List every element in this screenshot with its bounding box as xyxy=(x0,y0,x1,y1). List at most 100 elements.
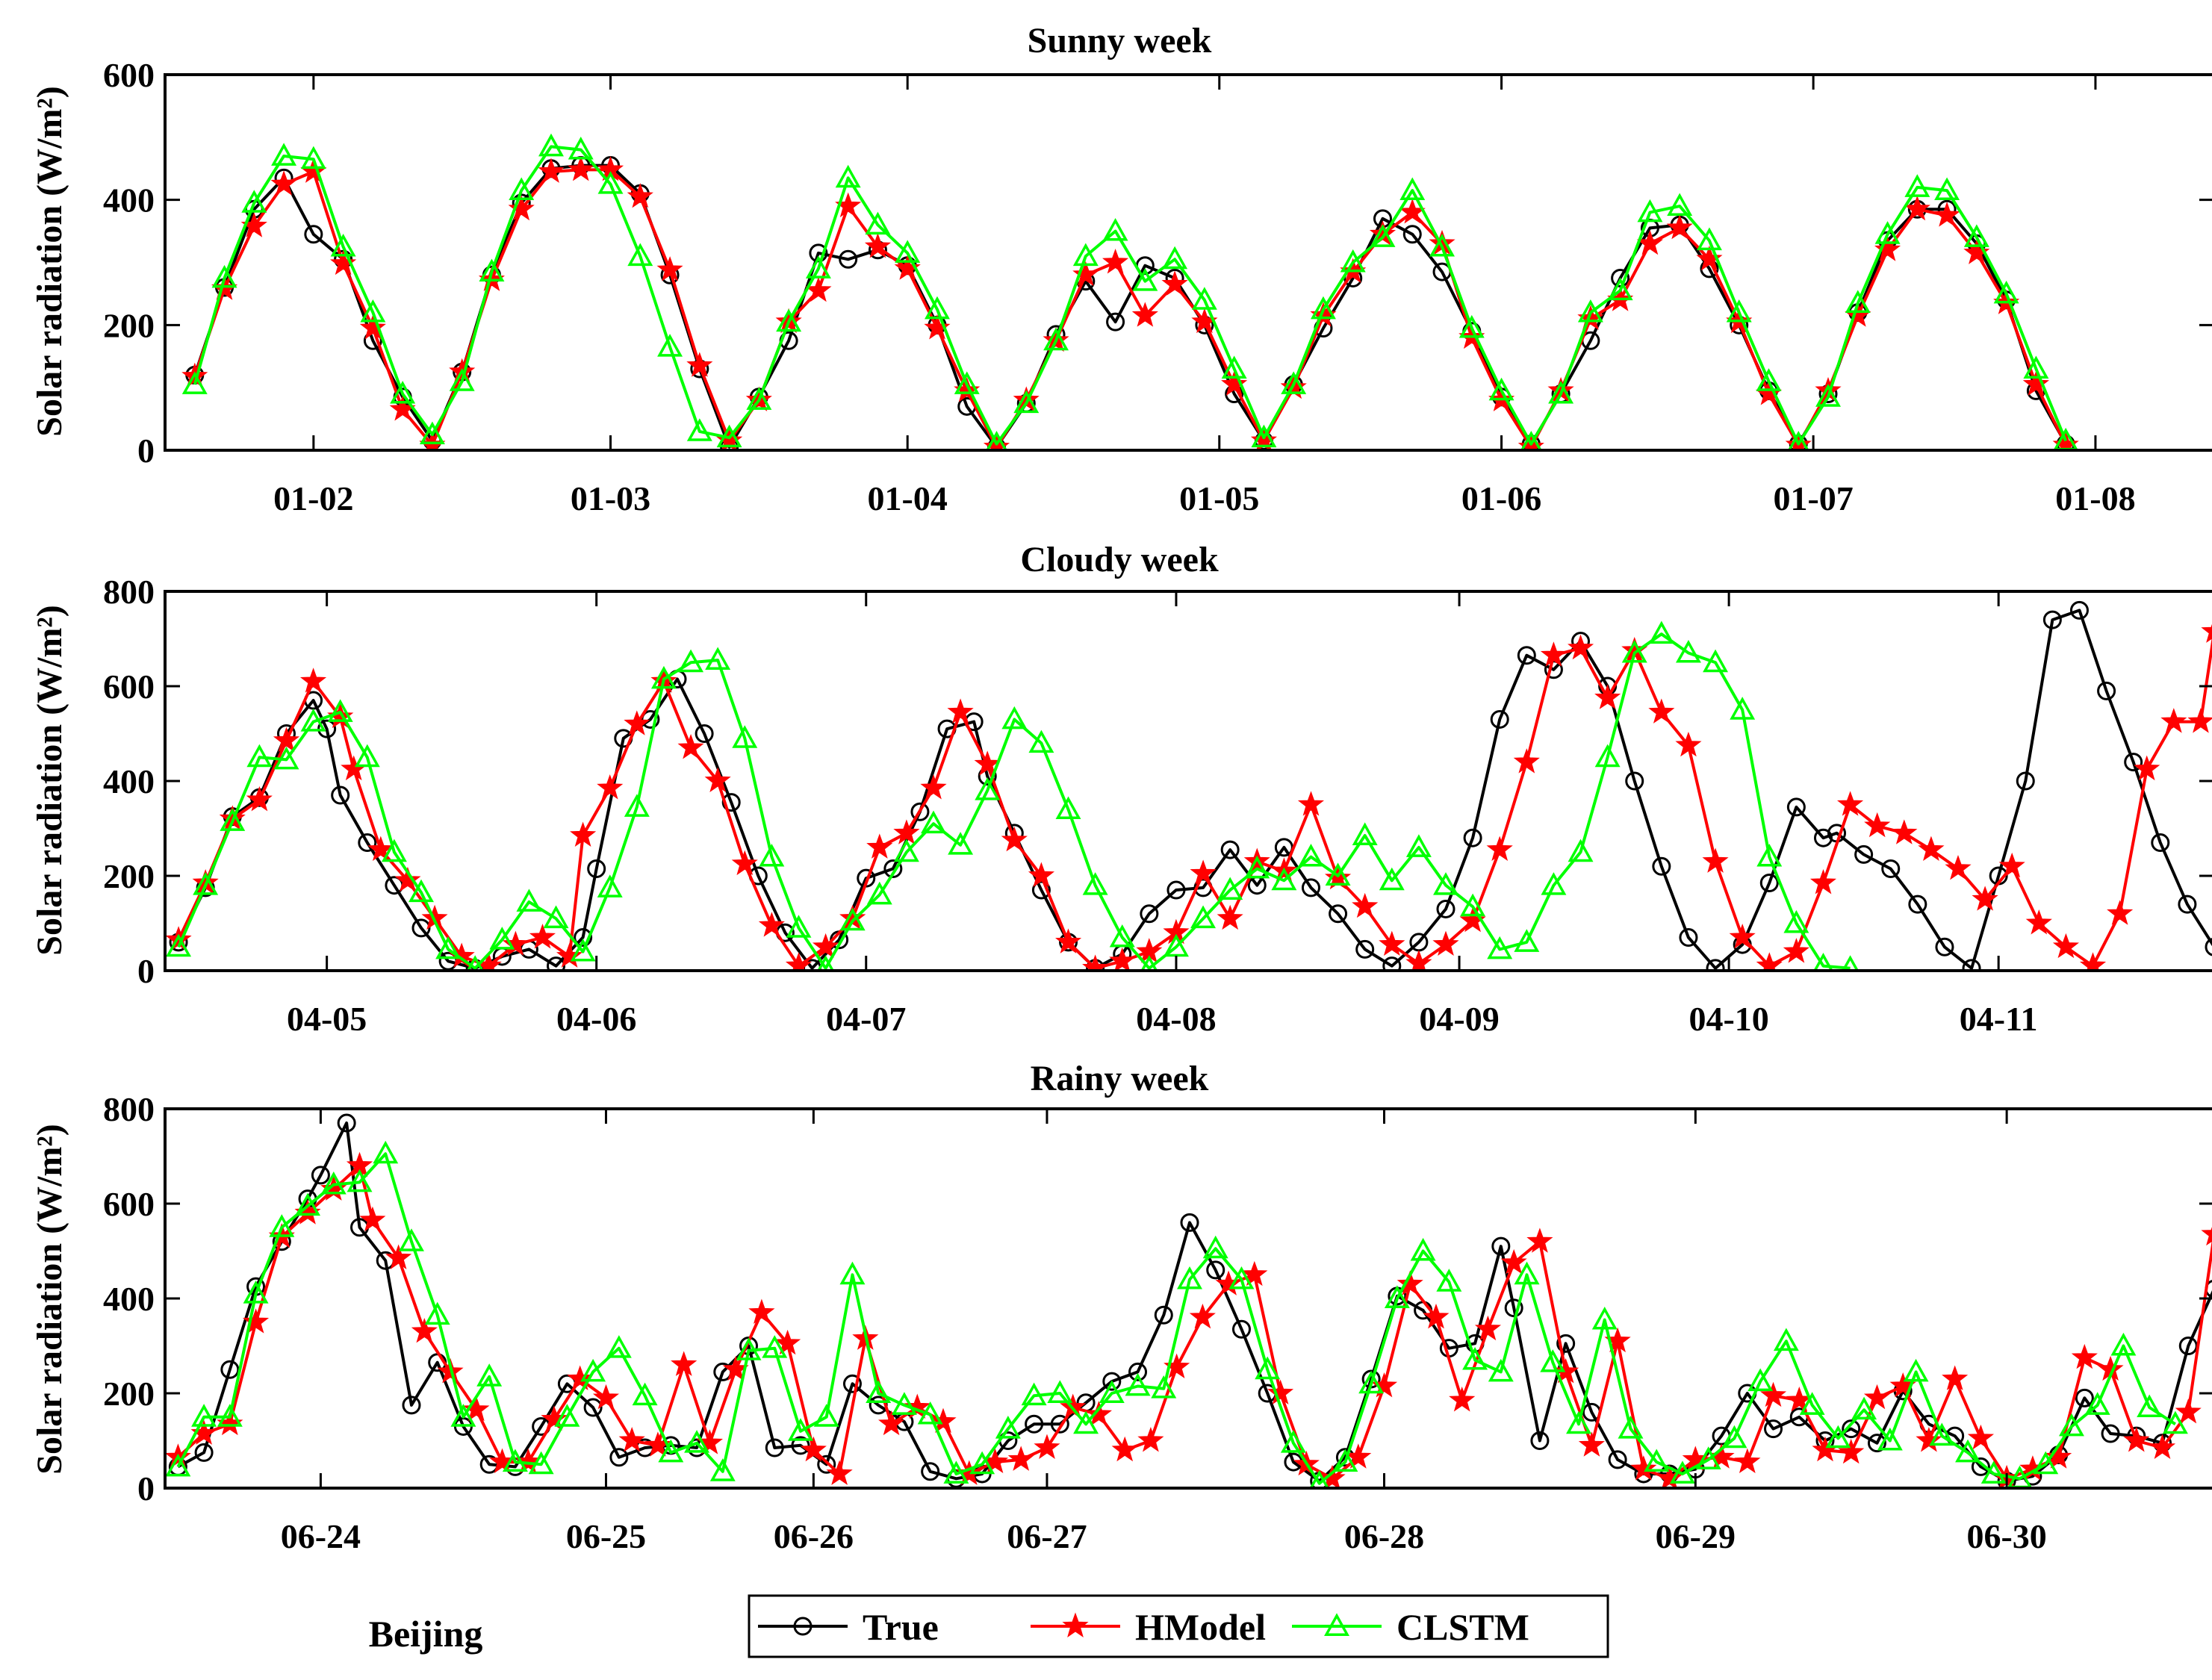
data-point xyxy=(320,1175,347,1201)
y-tick-label: 600 xyxy=(103,56,155,94)
data-point xyxy=(627,243,653,267)
data-point xyxy=(1384,1285,1410,1308)
data-point xyxy=(895,240,921,263)
data-point xyxy=(1513,748,1540,774)
data-point xyxy=(1568,839,1594,862)
data-point xyxy=(758,912,785,937)
data-point xyxy=(1102,249,1129,274)
data-point xyxy=(402,1396,421,1415)
data-point xyxy=(1355,939,1375,959)
data-point xyxy=(2025,909,2052,935)
data-point xyxy=(1679,928,1698,948)
data-point xyxy=(1047,1380,1073,1403)
x-tick-label: 06-27 xyxy=(1007,1517,1087,1555)
data-point xyxy=(866,1380,892,1403)
series-hmodel xyxy=(181,155,2079,450)
data-point xyxy=(1863,1384,1890,1410)
x-tick-label: 06-25 xyxy=(566,1517,646,1555)
data-point xyxy=(583,1398,603,1417)
data-point xyxy=(191,1404,217,1427)
data-point xyxy=(220,808,246,831)
data-point xyxy=(2187,708,2212,733)
data-point xyxy=(1759,874,1779,893)
data-point xyxy=(587,859,606,878)
data-point xyxy=(1267,1379,1294,1404)
data-point xyxy=(435,936,462,959)
data-point xyxy=(1031,880,1051,900)
data-point xyxy=(1405,834,1432,857)
data-point xyxy=(1933,202,1960,227)
data-point xyxy=(2016,771,2035,791)
series-hmodel xyxy=(165,623,2212,971)
data-point xyxy=(627,183,653,208)
data-point xyxy=(813,1404,839,1427)
data-point xyxy=(367,836,394,861)
data-point xyxy=(1980,1460,2007,1484)
data-point xyxy=(1945,855,1972,880)
y-tick-label: 200 xyxy=(103,857,155,895)
x-tick-label: 06-29 xyxy=(1656,1517,1736,1555)
data-point xyxy=(894,255,921,280)
data-point xyxy=(273,746,299,770)
data-point xyxy=(1072,261,1099,287)
data-point xyxy=(1786,797,1806,817)
data-point xyxy=(1109,947,1136,971)
data-point xyxy=(1644,1449,1670,1472)
data-point xyxy=(1034,1434,1060,1459)
data-point xyxy=(1325,862,1351,886)
x-tick-label: 06-30 xyxy=(1966,1517,2046,1555)
city-label: Beijing xyxy=(369,1613,483,1655)
data-point xyxy=(1021,1382,1047,1406)
data-point xyxy=(331,785,350,805)
data-point xyxy=(554,1404,580,1427)
data-point xyxy=(1310,302,1337,327)
data-point xyxy=(574,928,593,948)
data-point xyxy=(943,1460,969,1484)
data-point xyxy=(704,767,731,792)
data-point xyxy=(1540,641,1567,667)
x-tick-label: 01-05 xyxy=(1179,479,1259,517)
data-point xyxy=(1486,836,1513,861)
data-point xyxy=(1864,812,1891,838)
data-point xyxy=(1842,1419,1861,1439)
data-point xyxy=(381,839,407,862)
data-point xyxy=(2042,610,2062,629)
data-point xyxy=(2101,1424,2120,1443)
data-point xyxy=(466,955,484,971)
data-point xyxy=(1517,646,1536,665)
data-point xyxy=(1934,177,1960,201)
data-point xyxy=(1955,1439,1980,1463)
data-point xyxy=(786,915,812,938)
data-point xyxy=(2151,833,2170,853)
data-point xyxy=(1756,952,1783,971)
data-point xyxy=(1460,893,1486,917)
data-point xyxy=(2205,938,2212,956)
data-point xyxy=(732,725,758,748)
data-point xyxy=(243,1281,269,1304)
data-point xyxy=(347,1169,373,1192)
data-point xyxy=(341,755,367,781)
data-point xyxy=(408,879,434,903)
data-point xyxy=(1520,431,1542,450)
data-point xyxy=(835,164,861,188)
data-point xyxy=(304,225,323,244)
data-point xyxy=(1298,843,1324,867)
x-tick-label: 04-08 xyxy=(1136,1000,1216,1038)
series-clstm xyxy=(165,1140,2188,1488)
data-point xyxy=(686,352,713,377)
data-point xyxy=(2162,1410,2188,1434)
data-point xyxy=(1730,697,1756,720)
data-point xyxy=(476,1363,503,1387)
data-point xyxy=(246,744,273,768)
data-point xyxy=(1162,246,1188,270)
data-point xyxy=(864,233,891,258)
data-point xyxy=(1111,1436,1138,1462)
data-point xyxy=(1488,377,1514,401)
data-point xyxy=(1244,855,1270,879)
data-point xyxy=(1102,217,1128,241)
data-point xyxy=(1082,872,1108,895)
data-point xyxy=(1060,1393,1087,1419)
data-point xyxy=(528,1451,554,1475)
data-point xyxy=(1630,1455,1657,1481)
data-point xyxy=(1250,426,1277,450)
